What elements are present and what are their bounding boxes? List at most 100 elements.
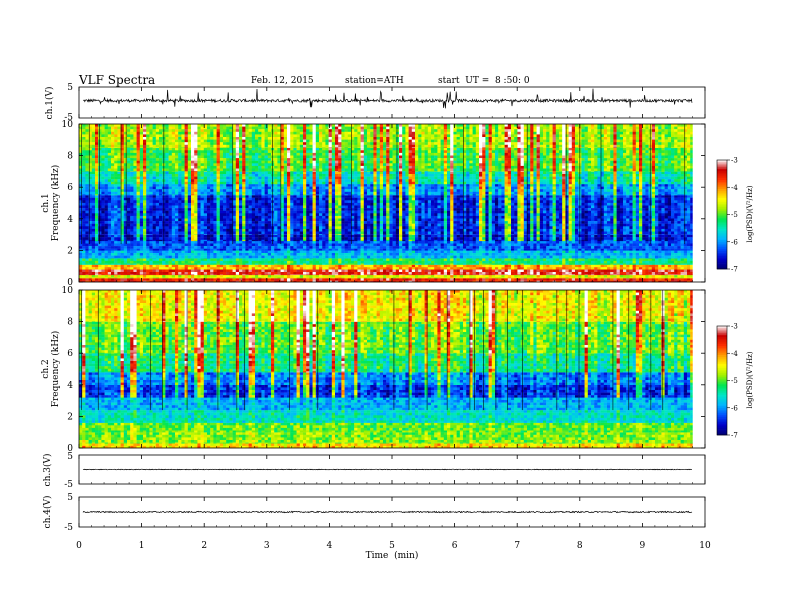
- spectrogram-cell: [293, 256, 296, 259]
- spectrogram-cell: [255, 198, 258, 201]
- spectrogram-cell: [169, 237, 172, 240]
- spectrogram-cell: [495, 269, 498, 272]
- spectrogram-cell: [540, 258, 543, 261]
- spectrogram-cell: [245, 246, 248, 249]
- spectrogram-cell: [146, 258, 149, 261]
- spectrogram-cell: [89, 264, 92, 265]
- spectrogram-cell: [409, 241, 412, 244]
- spectrogram-cell: [172, 278, 175, 281]
- spectrogram-cell: [537, 272, 540, 275]
- spectrogram-cell: [469, 241, 472, 244]
- spectrogram-cell: [105, 264, 108, 265]
- spectrogram-cell: [217, 253, 220, 256]
- spectrogram-cell: [629, 237, 632, 240]
- spectrogram-cell: [473, 256, 476, 259]
- spectrogram-cell: [687, 264, 690, 265]
- spectrogram-cell: [418, 235, 421, 238]
- spectrogram-cell: [245, 278, 248, 281]
- spectrogram-cell: [511, 272, 514, 275]
- spectrogram-cell: [639, 253, 642, 256]
- spectrogram-cell: [233, 195, 236, 198]
- spectrogram-cell: [517, 278, 520, 279]
- spectrogram-cell: [265, 256, 268, 259]
- spectrogram-cell: [649, 261, 652, 264]
- spectrogram-cell: [514, 240, 517, 241]
- spectrogram-cell: [249, 244, 252, 247]
- spectrogram-cell: [575, 256, 578, 259]
- spectrogram-cell: [559, 267, 562, 269]
- spectrogram-cell: [479, 198, 482, 201]
- spectrogram-cell: [95, 250, 98, 253]
- spectrogram-cell: [329, 272, 332, 275]
- spectrogram-cell: [325, 195, 328, 198]
- spectrogram-cell: [591, 258, 594, 261]
- spectrogram-cell: [642, 246, 645, 249]
- spectrogram-cell: [127, 240, 130, 241]
- spectrogram-cell: [98, 237, 101, 240]
- spectrogram-cell: [655, 272, 658, 275]
- spectrogram-cell: [197, 272, 200, 275]
- spectrogram-cell: [572, 261, 575, 264]
- spectrogram-cell: [130, 235, 133, 238]
- spectrogram-cell: [479, 246, 482, 249]
- spectrogram-cell: [239, 237, 242, 240]
- spectrogram-cell: [239, 250, 242, 253]
- spectrogram-cell: [396, 261, 399, 264]
- spectrogram-cell: [204, 275, 207, 278]
- spectrogram-cell: [322, 198, 325, 201]
- spectrogram-cell: [565, 275, 568, 276]
- spectrogram-cell: [287, 258, 290, 261]
- spectrogram-cell: [681, 249, 684, 251]
- spectrogram-cell: [242, 265, 245, 268]
- spectrogram-cell: [684, 246, 687, 249]
- spectrogram-cell: [290, 249, 293, 251]
- spectrogram-cell: [457, 200, 460, 203]
- spectrogram-cell: [261, 267, 264, 269]
- spectrogram-cell: [284, 249, 287, 251]
- spectrogram-cell: [258, 265, 261, 268]
- spectrogram-cell: [281, 278, 284, 281]
- spectrogram-cell: [668, 195, 671, 198]
- spectrogram-cell: [553, 256, 556, 259]
- spectrogram-cell: [607, 198, 610, 201]
- spectrogram-cell: [143, 278, 146, 279]
- spectrogram-cell: [412, 237, 415, 240]
- spectrogram-cell: [687, 278, 690, 281]
- spectrogram-cell: [626, 278, 629, 279]
- spectrogram-cell: [229, 249, 232, 251]
- spectrogram-cell: [188, 195, 191, 198]
- spectrogram-cell: [671, 275, 674, 276]
- spectrogram-cell: [162, 258, 165, 261]
- spectrogram-cell: [101, 272, 104, 275]
- spectrogram-cell: [613, 198, 616, 201]
- spectrogram-cell: [117, 241, 120, 244]
- spectrogram-cell: [258, 244, 261, 247]
- spectrogram-cell: [620, 198, 623, 201]
- spectrogram-cell: [479, 265, 482, 268]
- spectrogram-cell: [169, 269, 172, 272]
- spectrogram-cell: [498, 253, 501, 256]
- spectrogram-cell: [348, 264, 351, 265]
- spectrogram-cell: [165, 195, 168, 198]
- spectrogram-cell: [479, 249, 482, 251]
- spectrogram-cell: [492, 235, 495, 238]
- spectrogram-cell: [450, 200, 453, 203]
- spectrogram-cell: [460, 275, 463, 278]
- spectrogram-cell: [585, 244, 588, 247]
- spectrogram-cell: [655, 275, 658, 278]
- spectrogram-cell: [594, 250, 597, 253]
- spectrogram-cell: [396, 275, 399, 278]
- spectrogram-cell: [389, 246, 392, 249]
- spectrogram-cell: [393, 237, 396, 240]
- spectrogram-cell: [137, 195, 140, 198]
- spectrogram-cell: [217, 261, 220, 264]
- spectrogram-cell: [511, 240, 514, 241]
- spectrogram-cell: [460, 246, 463, 249]
- spectrogram-cell: [370, 198, 373, 201]
- spectrogram-cell: [607, 249, 610, 251]
- spectrogram-cell: [508, 278, 511, 279]
- spectrogram-cell: [169, 200, 172, 203]
- spectrogram-cell: [108, 278, 111, 281]
- spectrogram-cell: [498, 235, 501, 238]
- spectrogram-cell: [361, 253, 364, 256]
